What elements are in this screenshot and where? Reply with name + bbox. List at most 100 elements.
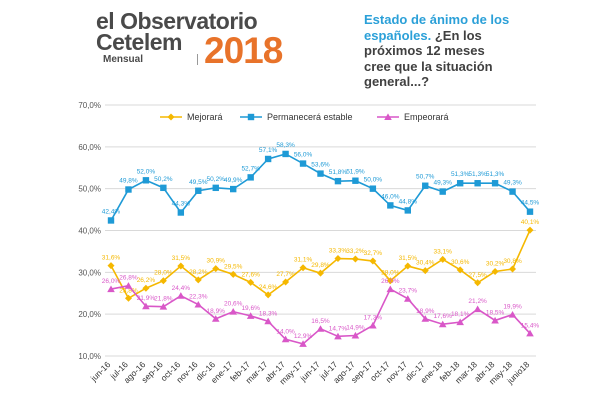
data-label-empeorara: 19,9% (503, 304, 522, 311)
data-point-empeorara (107, 285, 115, 293)
data-point-estable (299, 160, 307, 167)
data-label-estable: 50,2% (207, 176, 226, 183)
y-tick-label: 70,0% (78, 101, 101, 110)
data-label-estable: 51,9% (346, 169, 365, 176)
data-label-empeorara: 14,9% (346, 325, 365, 332)
data-point-estable (317, 170, 324, 177)
legend-label: Mejorará (187, 112, 223, 122)
data-point-empeorara (386, 285, 395, 293)
logo-brand: Cetelem (96, 29, 182, 55)
data-point-empeorara (264, 317, 272, 325)
x-tick-label: jun-17 (297, 359, 322, 384)
data-label-mejorara: 31,1% (294, 257, 313, 264)
data-label-mejorara: 31,5% (172, 255, 191, 262)
data-label-mejorara: 23,8% (119, 287, 138, 294)
data-label-estable: 51,8% (329, 169, 348, 176)
data-label-mejorara: 24,6% (259, 284, 278, 291)
data-label-mejorara: 30,6% (451, 259, 470, 266)
data-point-mejorara (439, 255, 447, 263)
data-point-estable (387, 202, 394, 209)
data-label-estable: 49,3% (503, 180, 522, 187)
data-label-mejorara: 30,8% (503, 258, 522, 265)
data-point-empeorara (438, 320, 447, 328)
logo-year: 2018 (204, 30, 283, 71)
data-label-mejorara: 27,5% (468, 272, 487, 279)
data-label-estable: 44,8% (399, 198, 418, 205)
observatorio-logo: el Observatorio Cetelem Mensual 2018 (96, 8, 296, 70)
data-point-empeorara (491, 316, 499, 324)
data-label-empeorara: 17,6% (433, 313, 452, 320)
data-label-mejorara: 28,0% (381, 270, 400, 277)
data-point-mejorara (351, 255, 359, 263)
data-point-empeorara (403, 295, 412, 302)
y-tick-label: 40,0% (78, 227, 101, 236)
data-label-mejorara: 33,3% (329, 248, 348, 255)
data-point-mejorara (212, 265, 220, 273)
data-point-mejorara (491, 267, 499, 275)
data-point-empeorara (334, 332, 342, 340)
legend-marker (167, 113, 175, 121)
data-point-estable (142, 177, 150, 184)
data-point-mejorara (142, 284, 150, 292)
data-point-estable (282, 150, 289, 158)
data-point-mejorara (369, 257, 377, 265)
data-label-empeorara: 18,5% (486, 309, 505, 316)
data-label-estable: 53,6% (311, 162, 330, 169)
data-label-empeorara: 21,2% (468, 298, 487, 305)
data-point-mejorara (264, 291, 272, 299)
data-point-empeorara (526, 329, 534, 337)
data-label-empeorara: 19,6% (241, 305, 260, 312)
data-label-estable: 49,9% (224, 177, 243, 184)
data-point-mejorara (386, 277, 394, 285)
data-label-empeorara: 18,9% (416, 308, 435, 315)
data-label-estable: 49,5% (189, 179, 208, 186)
data-label-mejorara: 30,9% (207, 258, 226, 265)
y-tick-label: 60,0% (78, 143, 101, 152)
data-point-mejorara (229, 270, 237, 278)
data-point-empeorara (351, 331, 360, 339)
data-point-empeorara (142, 302, 150, 310)
data-point-mejorara (474, 279, 482, 287)
data-label-empeorara: 14,0% (276, 328, 295, 335)
logo-subtitle: Mensual (103, 54, 144, 65)
data-point-estable (456, 180, 464, 187)
data-point-estable (334, 177, 342, 185)
data-point-mejorara (404, 262, 412, 270)
data-point-mejorara (107, 262, 115, 270)
data-label-empeorara: 15,4% (521, 322, 540, 329)
data-point-empeorara (159, 303, 168, 310)
y-tick-label: 20,0% (78, 310, 101, 319)
chart-question: Estado de ánimo de los españoles. ¿En lo… (364, 12, 514, 90)
data-point-estable (404, 207, 411, 214)
data-point-mejorara (317, 269, 324, 277)
data-label-estable: 58,3% (276, 142, 295, 149)
data-label-estable: 50,0% (364, 177, 383, 184)
data-label-empeorara: 24,4% (172, 285, 191, 292)
data-point-empeorara (299, 340, 307, 347)
data-label-empeorara: 16,5% (311, 318, 330, 325)
data-label-estable: 51,3% (468, 171, 487, 178)
data-label-mejorara: 27,6% (241, 271, 260, 278)
data-point-empeorara (124, 282, 133, 289)
data-point-estable (526, 208, 534, 215)
data-label-estable: 52,7% (241, 165, 260, 172)
data-label-mejorara: 29,8% (311, 262, 330, 269)
data-label-estable: 51,3% (486, 171, 505, 178)
data-point-estable (107, 217, 115, 224)
data-point-estable (474, 180, 481, 187)
legend-marker (247, 113, 255, 121)
data-label-mejorara: 30,4% (416, 260, 435, 267)
data-label-mejorara: 33,2% (346, 248, 365, 255)
data-point-mejorara (421, 267, 429, 275)
data-point-mejorara (509, 265, 517, 273)
data-point-empeorara (456, 318, 464, 326)
data-point-mejorara (159, 277, 167, 285)
y-tick-label: 50,0% (78, 185, 101, 194)
y-tick-label: 30,0% (78, 268, 101, 277)
data-label-empeorara: 17,3% (364, 314, 383, 321)
data-point-mejorara (282, 278, 290, 286)
data-point-empeorara (508, 310, 517, 318)
data-point-mejorara (247, 278, 255, 286)
x-tick-label: jun-16 (88, 359, 113, 384)
data-point-empeorara (281, 335, 290, 343)
